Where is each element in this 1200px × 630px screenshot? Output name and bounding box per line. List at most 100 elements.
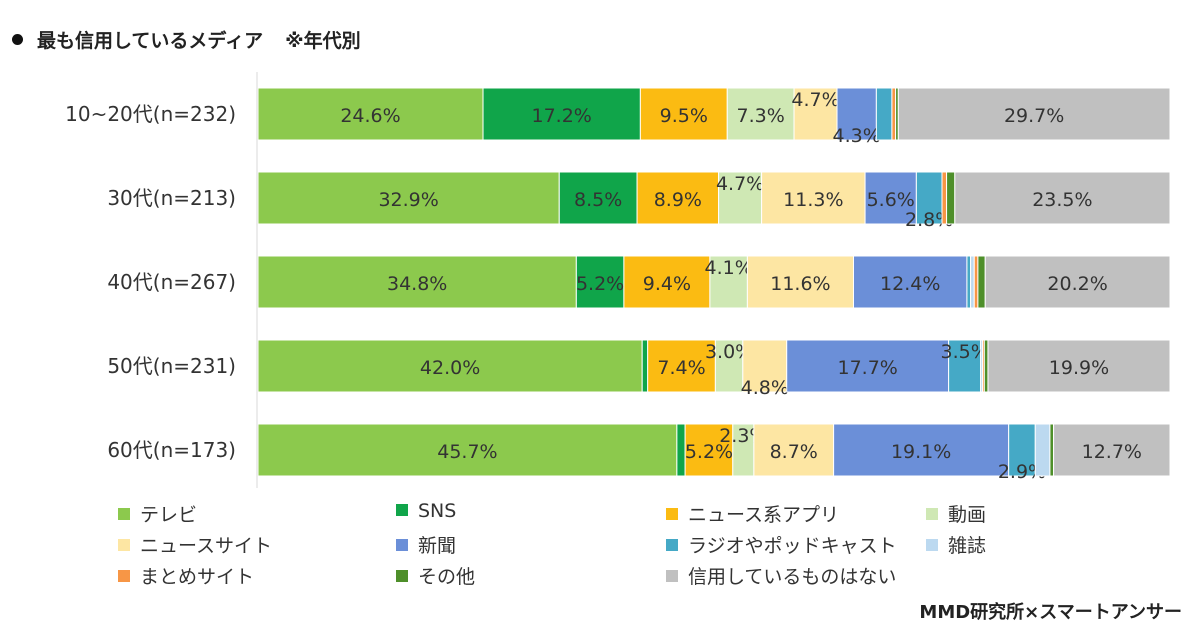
bar-segment	[257, 423, 678, 477]
legend-label: 信用しているものはない	[688, 566, 897, 588]
data-label: 7.3%	[737, 105, 785, 127]
legend-label: 新聞	[418, 535, 457, 557]
data-label: 3.0%	[705, 341, 753, 363]
bullet-icon	[12, 34, 23, 45]
legend-swatch	[118, 538, 130, 551]
legend-item: 雑誌	[926, 531, 986, 558]
chart-title: 最も信用しているメディア ※年代別	[12, 26, 361, 53]
stacked-bar-chart: 10~20代(n=232) 24.6% 17.2% 9.5% 7.3% 4.7% 4.3% 2…	[65, 72, 1171, 488]
data-label: 2.9%	[998, 461, 1046, 483]
legend-swatch	[666, 538, 678, 551]
data-label: 8.7%	[770, 441, 818, 463]
bar-segment	[709, 255, 748, 309]
legend-swatch	[118, 507, 130, 520]
legend-label: その他	[418, 566, 476, 588]
data-label: 11.6%	[770, 273, 830, 295]
legend-swatch	[666, 569, 678, 582]
legend-item: 新聞	[396, 531, 456, 558]
bar-segment	[897, 87, 1171, 141]
bar-segment	[714, 339, 744, 393]
data-label: 8.5%	[574, 189, 622, 211]
data-label: 12.4%	[880, 273, 940, 295]
bar-segment	[973, 255, 979, 309]
bar-segment	[558, 171, 638, 225]
legend-label: ニュースサイト	[140, 535, 273, 557]
category-label: 40代(n=267)	[107, 270, 236, 294]
bar-segment	[875, 87, 893, 141]
legend-item: 動画	[926, 500, 986, 527]
data-label: 4.1%	[704, 257, 752, 279]
bar-segment	[983, 339, 989, 393]
bar-segment	[647, 339, 716, 393]
data-label: 11.3%	[783, 189, 843, 211]
bar-segment	[966, 255, 972, 309]
bar-segment	[753, 423, 835, 477]
data-label: 23.5%	[1032, 189, 1092, 211]
bar-segment	[257, 255, 577, 309]
data-label: 4.7%	[791, 89, 839, 111]
bar-segment	[786, 339, 950, 393]
bar-segment	[970, 255, 975, 309]
legend-swatch	[396, 538, 408, 551]
data-label: 32.9%	[378, 189, 438, 211]
data-label: 2.8%	[905, 209, 953, 231]
legend-swatch	[926, 507, 938, 520]
data-label: 4.7%	[716, 173, 764, 195]
data-label: 5.6%	[867, 189, 915, 211]
bar-segment	[946, 171, 956, 225]
bar-segment	[836, 87, 877, 141]
chart-subtitle: ※年代別	[285, 30, 361, 52]
bar-segment	[257, 339, 643, 393]
legend-swatch	[666, 507, 678, 520]
bar-segment	[641, 339, 649, 393]
legend-label: 雑誌	[948, 535, 987, 557]
bar-segment	[852, 255, 968, 309]
legend-label: まとめサイト	[140, 566, 255, 588]
bar-segment	[984, 255, 1171, 309]
data-label: 5.2%	[685, 441, 733, 463]
legend-swatch	[118, 569, 130, 582]
category-label: 10~20代(n=232)	[65, 102, 236, 126]
legend-item: まとめサイト	[118, 562, 254, 589]
bar-segment	[726, 87, 795, 141]
source-credit: MMD研究所×スマートアンサー	[919, 602, 1182, 623]
bar-segment	[1053, 423, 1171, 477]
bar-segment	[636, 171, 720, 225]
legend-swatch	[396, 503, 408, 516]
data-label: 34.8%	[387, 273, 447, 295]
legend-label: テレビ	[140, 504, 198, 526]
data-label: 7.4%	[657, 357, 705, 379]
bar-segment	[257, 171, 560, 225]
category-label: 50代(n=231)	[107, 354, 236, 378]
bar-segment	[941, 171, 948, 225]
data-label: 29.7%	[1004, 105, 1064, 127]
data-label: 17.7%	[837, 357, 897, 379]
data-label: 4.8%	[741, 377, 789, 399]
bar-segment	[684, 423, 734, 477]
bar-segment	[948, 339, 982, 393]
data-label: 19.1%	[891, 441, 951, 463]
data-label: 5.2%	[576, 273, 624, 295]
legend-item: SNS	[396, 500, 456, 522]
data-label: 20.2%	[1047, 273, 1107, 295]
bar-segment	[718, 171, 763, 225]
data-label: 24.6%	[340, 105, 400, 127]
legend-item: ニュースサイト	[118, 531, 272, 558]
bar-segment	[257, 87, 484, 141]
legend-item: その他	[396, 562, 475, 589]
data-label: 3.5%	[940, 341, 988, 363]
bar-segment	[864, 171, 917, 225]
data-label: 17.2%	[532, 105, 592, 127]
legend-item: ラジオやポッドキャスト	[666, 531, 897, 558]
data-label: 19.9%	[1049, 357, 1109, 379]
bar-segment	[1034, 423, 1051, 477]
bar-segment	[761, 171, 866, 225]
bar-segment	[977, 255, 986, 309]
data-label: 45.7%	[437, 441, 497, 463]
bar-segment	[915, 171, 943, 225]
bar-segment	[575, 255, 625, 309]
legend-item: 信用しているものはない	[666, 562, 896, 589]
legend-label: ラジオやポッドキャスト	[688, 535, 897, 557]
bar-segment	[833, 423, 1010, 477]
bar-segment	[987, 339, 1171, 393]
